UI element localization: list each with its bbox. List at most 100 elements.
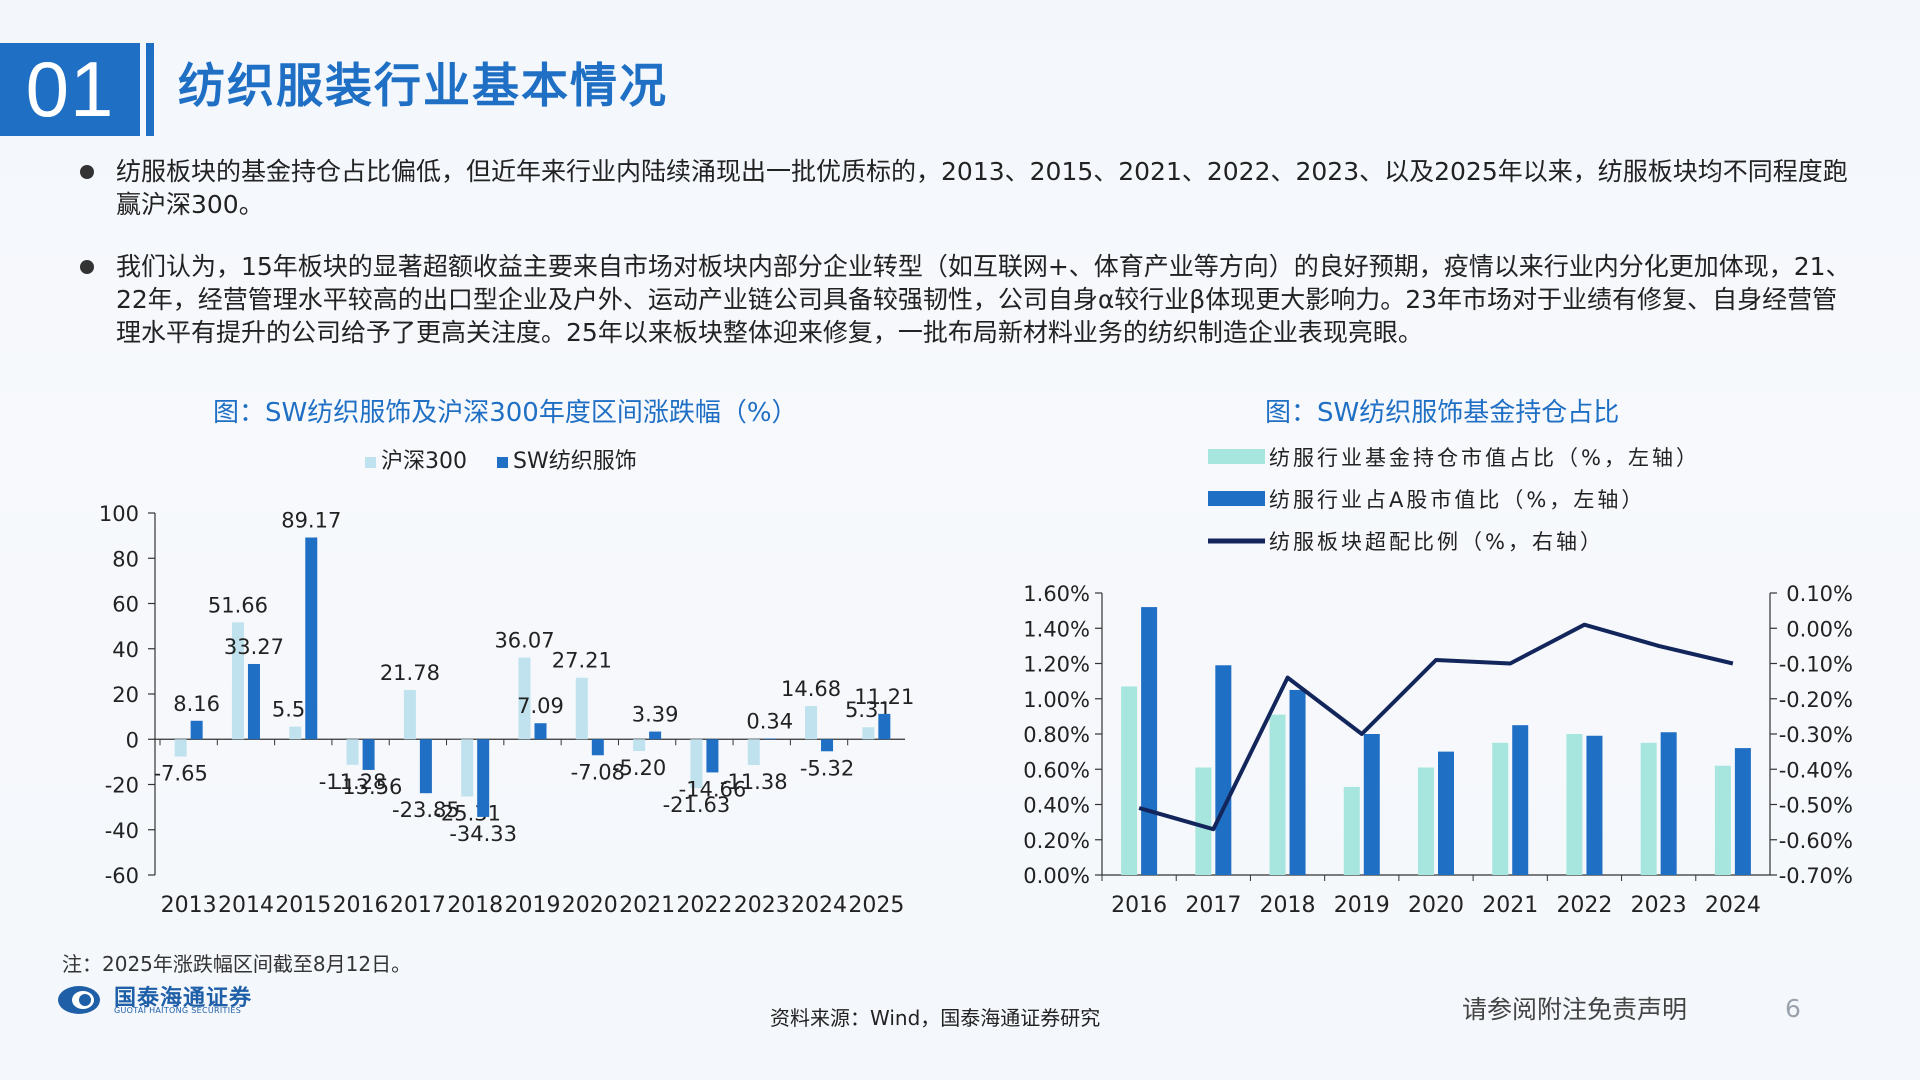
x-tick-label: 2013 [161, 893, 217, 918]
y-tick-label: 20 [112, 683, 139, 707]
x-tick-label: 2021 [1482, 893, 1538, 918]
legend-label: 沪深300 [381, 449, 467, 474]
right-combo-chart: 纺服行业基金持仓市值占比（%，左轴） 纺服行业占A股市值比（%，左轴） 纺服板块超配… [1023, 446, 1853, 918]
data-label: 0.34 [746, 709, 793, 733]
data-label: -25.31 [433, 802, 501, 826]
y-tick-label: 60 [112, 593, 139, 617]
right-y-tick-label: -0.60% [1779, 829, 1853, 853]
bar-sw-textile [190, 720, 203, 740]
right-y-tick-label: 0.10% [1786, 582, 1853, 606]
bar-hs300 [231, 622, 244, 740]
bar-hs300 [174, 739, 187, 757]
bar-market-cap-share [1289, 689, 1306, 875]
footnote: 注：2025年涨跌幅区间截至8月12日。 [62, 952, 412, 976]
data-label: -11.28 [319, 770, 387, 794]
bar-fund-holding [1195, 767, 1212, 875]
data-label: -11.38 [720, 770, 788, 794]
x-tick-label: 2015 [275, 893, 331, 918]
bar-sw-textile [821, 739, 834, 752]
left-y-tick-label: 0.40% [1023, 794, 1090, 818]
data-label: 3.39 [632, 703, 679, 727]
left-y-tick-label: 1.20% [1023, 653, 1090, 677]
right-chart-title: 图：SW纺织服饰基金持仓占比 [1265, 398, 1620, 428]
bullet-2: 我们认为，15年板块的显著超额收益主要来自市场对板块内部分企业转型（如互联网+、… [80, 250, 1860, 349]
data-label: -21.63 [663, 793, 731, 817]
data-label: -5.20 [612, 756, 666, 780]
bar-fund-holding [1121, 686, 1138, 875]
bar-market-cap-share [1438, 751, 1454, 875]
bar-sw-textile [477, 739, 490, 817]
bar-fund-holding [1714, 765, 1731, 875]
bar-fund-holding [1418, 767, 1434, 875]
data-label: 36.07 [494, 629, 554, 653]
logo-english: GUOTAI HAITONG SECURITIES [114, 1006, 242, 1015]
right-y-tick-label: 0.00% [1786, 617, 1853, 641]
legend-swatch [1208, 449, 1265, 464]
data-label: 89.17 [281, 509, 341, 533]
bar-hs300 [289, 726, 302, 740]
x-tick-label: 2021 [619, 893, 675, 918]
x-tick-label: 2018 [1260, 893, 1316, 918]
disclaimer-link[interactable]: 请参阅附注免责声明 [1462, 995, 1688, 1024]
data-label: 8.16 [173, 692, 220, 716]
bar-hs300 [575, 677, 588, 740]
left-y-tick-label: 0.00% [1023, 864, 1090, 888]
data-label: 7.09 [517, 694, 564, 718]
logo-mark-icon [58, 986, 100, 1014]
data-label: 11.21 [854, 685, 914, 709]
bar-sw-textile [763, 738, 776, 740]
bar-hs300 [518, 657, 531, 740]
bullet-dot-icon [80, 165, 94, 179]
y-tick-label: 40 [112, 638, 139, 662]
x-tick-label: 2020 [562, 893, 618, 918]
source-note: 资料来源：Wind，国泰海通证券研究 [770, 1006, 1101, 1030]
x-tick-label: 2023 [734, 893, 790, 918]
y-tick-label: 100 [99, 502, 139, 526]
x-tick-label: 2017 [1185, 893, 1241, 918]
legend-swatch [497, 457, 508, 468]
x-tick-label: 2014 [218, 893, 274, 918]
x-tick-label: 2022 [1556, 893, 1612, 918]
data-label: 14.68 [781, 677, 841, 701]
data-label: 21.78 [380, 661, 440, 685]
right-y-tick-label: -0.20% [1779, 688, 1853, 712]
bar-hs300 [690, 739, 703, 789]
bar-market-cap-share [1734, 748, 1751, 875]
line-overweight-ratio [1138, 622, 1734, 832]
bar-market-cap-share [1141, 607, 1158, 875]
bar-hs300 [862, 727, 875, 740]
data-label: -13.56 [335, 775, 403, 799]
bar-fund-holding [1566, 734, 1583, 875]
bar-hs300 [747, 739, 760, 765]
bar-market-cap-share [1660, 732, 1677, 875]
x-tick-label: 2017 [390, 893, 446, 918]
data-label: -5.32 [800, 756, 854, 780]
data-label: 27.21 [552, 649, 612, 673]
bar-hs300 [461, 739, 474, 797]
right-y-tick-label: -0.40% [1779, 758, 1853, 782]
right-y-tick-label: -0.70% [1779, 864, 1853, 888]
legend-swatch [1208, 491, 1265, 506]
y-tick-label: -40 [105, 819, 139, 843]
x-tick-label: 2016 [1111, 893, 1167, 918]
left-y-tick-label: 0.60% [1023, 758, 1090, 782]
x-tick-label: 2020 [1408, 893, 1464, 918]
right-y-tick-label: -0.50% [1779, 794, 1853, 818]
left-chart-title: 图：SW纺织服饰及沪深300年度区间涨跌幅（%） [213, 398, 798, 428]
data-label: -23.85 [392, 798, 460, 822]
bar-hs300 [633, 739, 646, 752]
left-y-tick-label: 0.80% [1023, 723, 1090, 747]
bar-fund-holding [1269, 714, 1286, 875]
bar-fund-holding [1492, 742, 1509, 875]
x-tick-label: 2018 [447, 893, 503, 918]
bar-sw-textile [878, 713, 891, 740]
data-label: 51.66 [208, 593, 268, 617]
bar-market-cap-share [1215, 665, 1232, 875]
bullet-dot-icon [80, 260, 94, 274]
page-title: 纺织服装行业基本情况 [178, 59, 668, 114]
data-label: -14.66 [679, 777, 747, 801]
x-tick-label: 2019 [505, 893, 561, 918]
legend-label: 纺服行业基金持仓市值占比（%，左轴） [1269, 446, 1700, 470]
left-bar-chart: 沪深300 SW纺织服饰 100 80 60 40 20 0 -20 -40 -60 2013 -7.6… [99, 449, 915, 918]
bar-sw-textile [649, 731, 662, 740]
